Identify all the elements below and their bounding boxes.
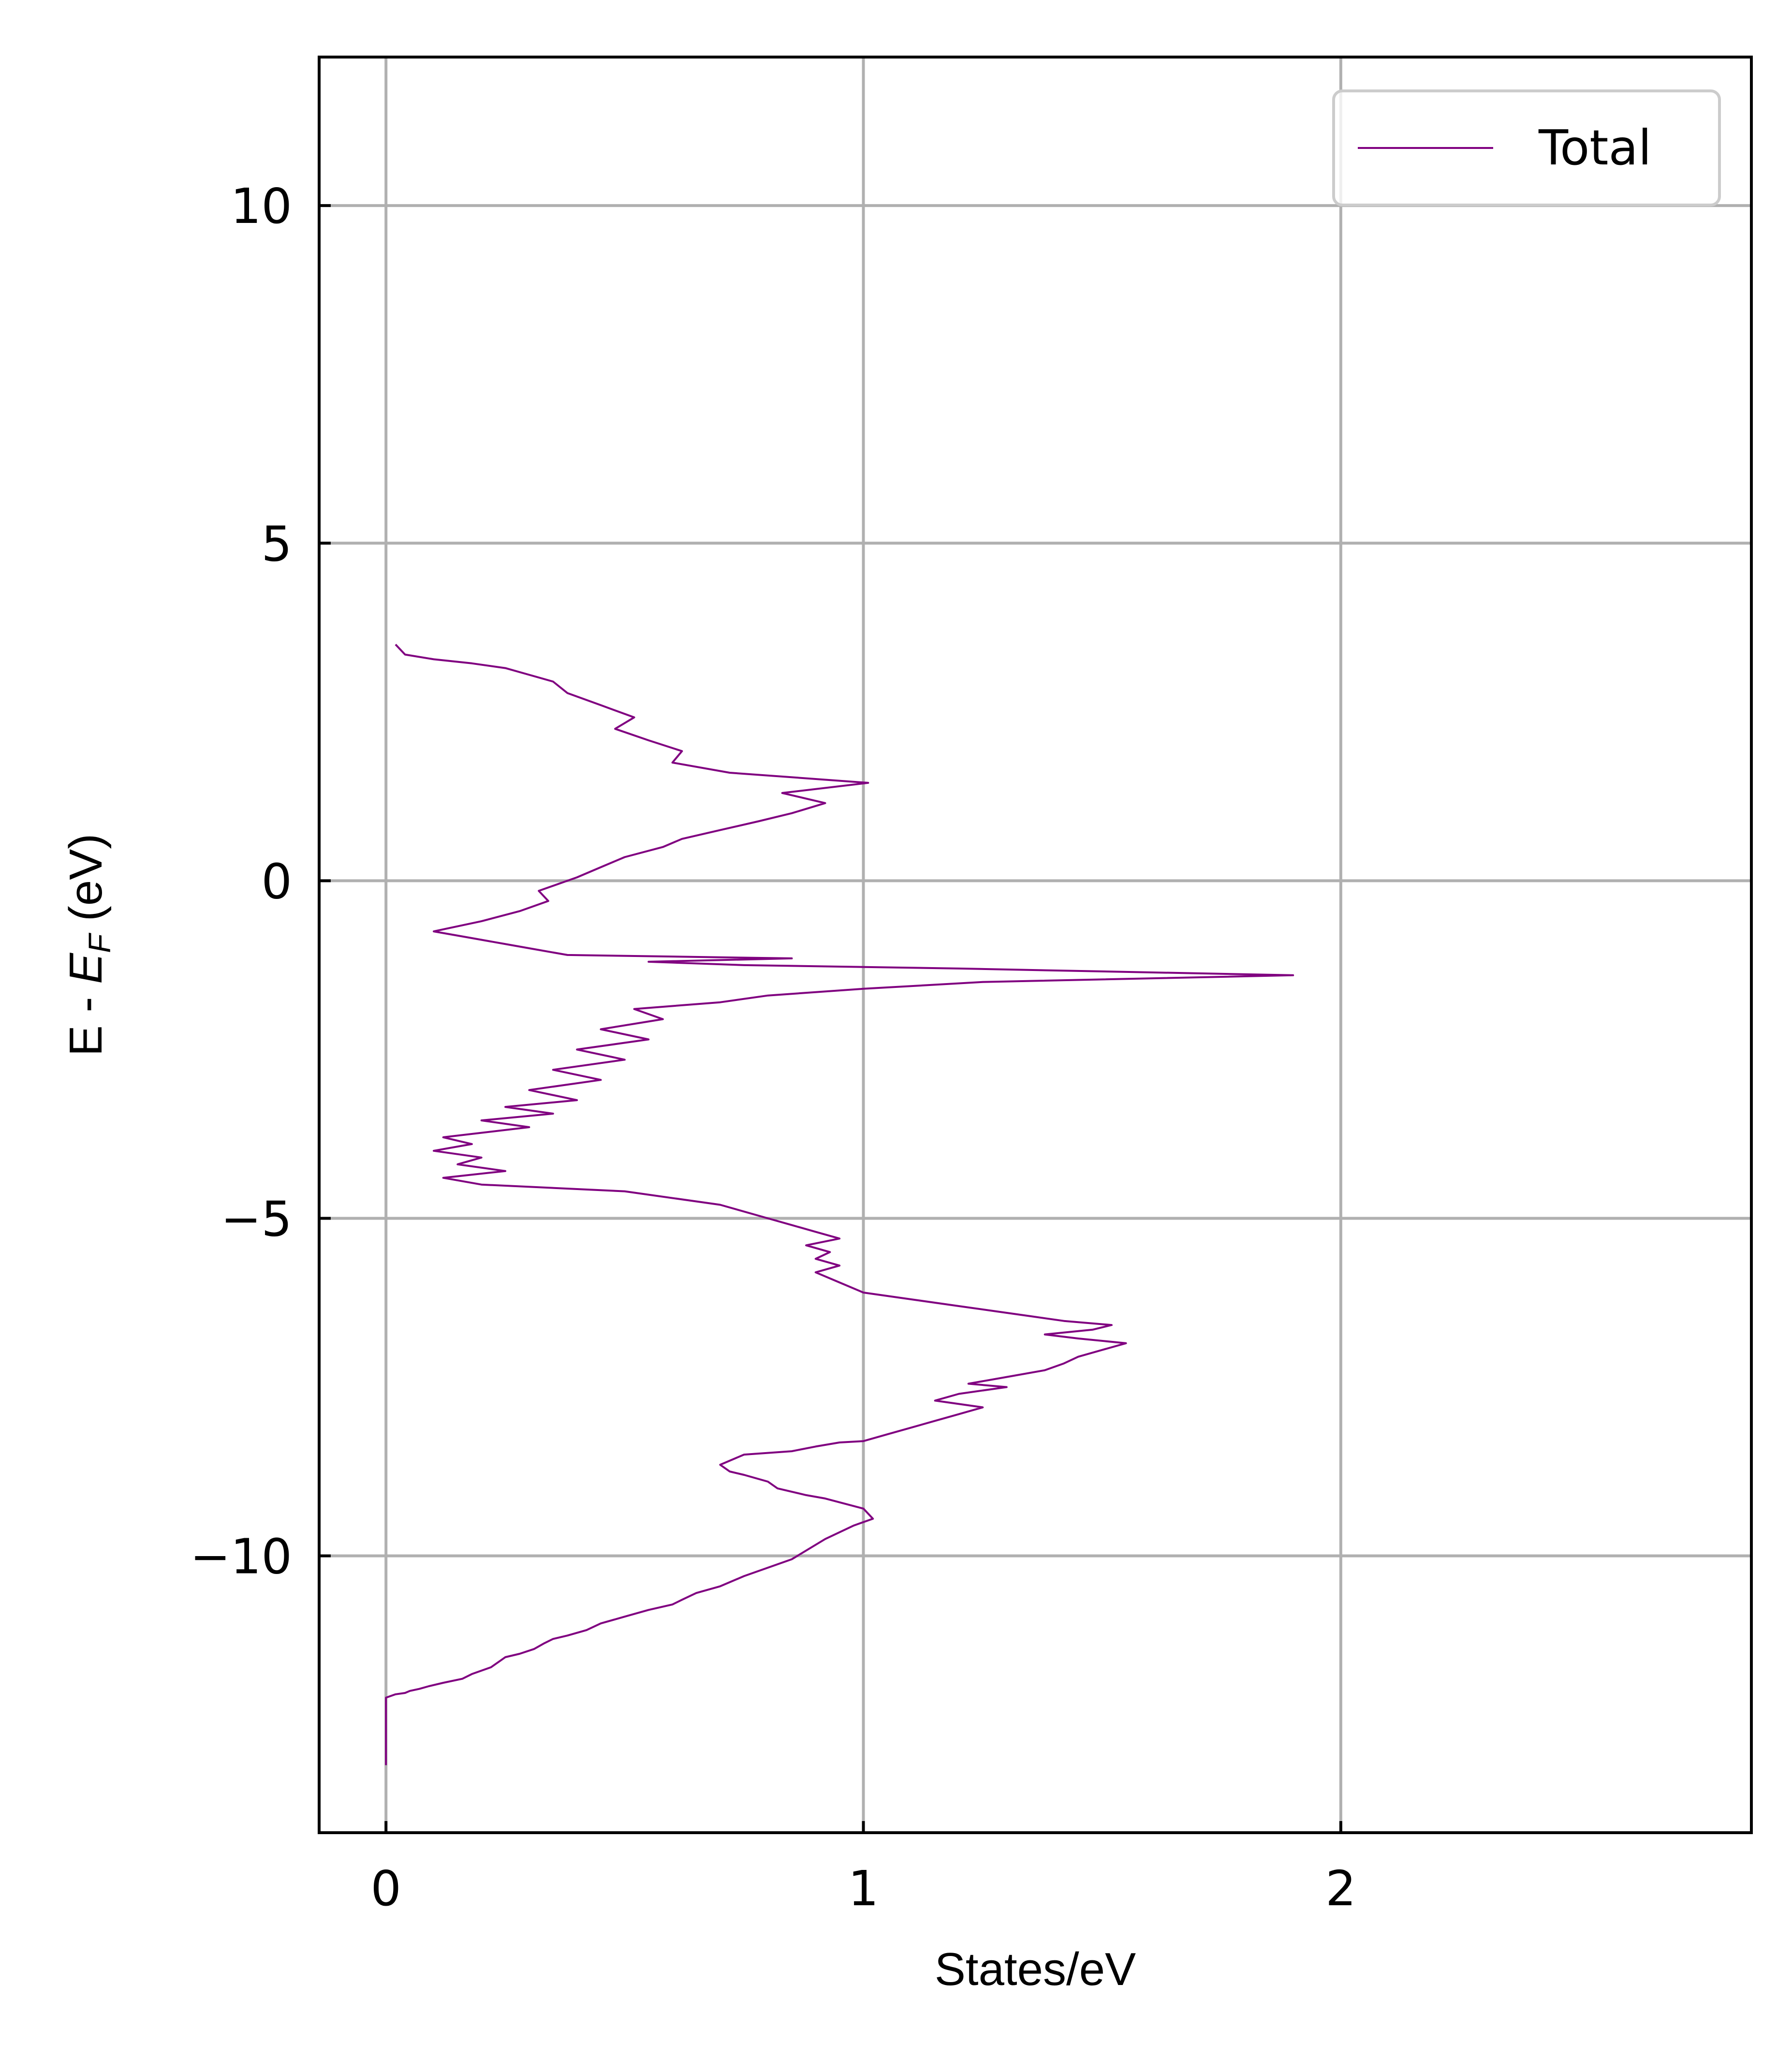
plot-frame [318,56,1753,1834]
legend-label-total: Total [1538,119,1652,176]
series-line-total [385,644,1294,1765]
y-tick-label: 10 [231,178,292,235]
x-axis-label: States/eV [935,1943,1136,1995]
axis-ticks [319,204,1342,1833]
y-tick-label: 0 [261,853,292,910]
x-tick-label: 2 [1325,1860,1356,1917]
legend-box [1332,89,1721,206]
legend: Total [1332,89,1721,206]
y-tick-label: 5 [261,515,292,572]
y-axis-label-subscript: F [82,932,117,953]
y-axis-label-unit: (eV) [60,834,112,934]
y-tick-label: −10 [190,1529,292,1585]
x-tick-label: 0 [370,1860,401,1917]
y-axis-label-symbol: E [60,953,112,984]
y-tick-label: −5 [221,1191,292,1247]
x-tick-labels: 0 1 2 [370,1860,1356,1917]
series-layer [385,644,1294,1765]
y-axis-label: E - EF (eV) [60,834,117,1057]
x-tick-label: 1 [848,1860,879,1917]
y-axis-label-main: E - [60,984,112,1056]
y-tick-labels: 10 5 0 −5 −10 [190,178,292,1585]
grid-lines [319,57,1751,1833]
